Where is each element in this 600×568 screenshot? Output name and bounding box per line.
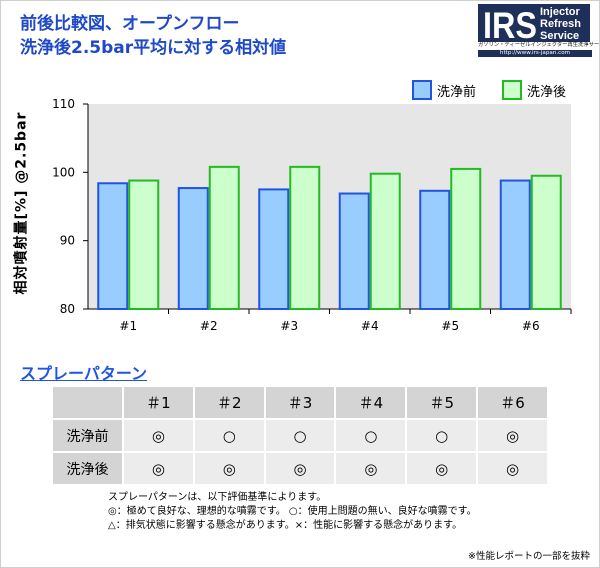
bar <box>128 179 160 310</box>
legend-swatch-before <box>412 80 432 100</box>
bar <box>499 179 531 310</box>
spray-mark: ◎ <box>122 451 195 486</box>
spray-mark: ◎ <box>263 451 337 486</box>
logo-mark: IRS <box>483 5 537 46</box>
spray-mark: ◎ <box>122 418 195 453</box>
plot-area <box>88 104 571 309</box>
chart-title-line1: 前後比較図、オープンフロー <box>20 14 240 34</box>
legend-item-before: 洗浄前 <box>412 79 476 101</box>
y-tick-label: 80 <box>60 302 75 316</box>
bar <box>530 174 562 310</box>
bar <box>208 165 240 310</box>
spray-col-header: ＃4 <box>334 385 408 420</box>
y-tick-label: 110 <box>52 97 75 111</box>
bar <box>338 192 370 310</box>
footnote: ※性能レポートの一部を抜粋 <box>468 551 590 562</box>
note-line: △：排気状態に影響する懸念があります。×：性能に影響する懸念があります。 <box>108 520 463 531</box>
spray-mark: ◎ <box>405 451 479 486</box>
chart-title-line2: 洗浄後2.5bar平均に対する相対値 <box>20 38 287 58</box>
y-tick-label: 90 <box>60 234 75 248</box>
logo-word-injector: Injector <box>540 6 580 18</box>
spray-col-header: ＃3 <box>263 385 337 420</box>
spray-header-row: ＃1 ＃2 ＃3 ＃4 ＃5 ＃6 <box>51 385 549 420</box>
logo-url: http://www.irs-japan.com <box>478 50 592 57</box>
spray-row-label: 洗浄後 <box>51 451 124 486</box>
logo-subtitle: ガソリン・ディーゼルインジェクター再生洗浄サービス <box>478 42 600 48</box>
evaluation-notes: スプレーパターンは、以下評価基準によります。 ◎：極めて良好な、理想的な噴霧です… <box>108 491 477 533</box>
legend-label-before: 洗浄前 <box>437 84 477 100</box>
x-tick-label: #2 <box>200 319 218 333</box>
bar-chart: 80 90 100 110 #1 #2 #3 #4 #5 #6 <box>52 97 572 333</box>
spray-row-after: 洗浄後 ◎ ◎ ◎ ◎ ◎ ◎ <box>51 451 549 486</box>
legend-label-after: 洗浄後 <box>527 84 567 100</box>
bar <box>289 165 321 310</box>
bar <box>258 188 290 311</box>
legend-swatch-after <box>502 80 522 100</box>
spray-mark: ○ <box>334 418 408 453</box>
note-line: ◎：極めて良好な、理想的な噴霧です。 ○：使用上問題の無い、良好な噴霧です。 <box>108 506 477 517</box>
spray-mark: ◎ <box>334 451 408 486</box>
bar <box>177 187 209 310</box>
spray-corner-cell <box>51 385 124 420</box>
spray-mark: ◎ <box>192 451 266 486</box>
y-tick-label: 100 <box>52 165 75 179</box>
logo-background <box>478 4 590 42</box>
x-tick-label: #1 <box>119 319 137 333</box>
spray-section-title: スプレーパターン <box>20 364 148 383</box>
x-tick-label: #4 <box>361 319 379 333</box>
spray-col-header: ＃2 <box>192 385 266 420</box>
spray-mark: ◎ <box>476 451 549 486</box>
bar <box>369 172 401 310</box>
spray-mark: ○ <box>192 418 266 453</box>
bar <box>450 167 482 310</box>
spray-mark: ○ <box>263 418 337 453</box>
x-tick-label: #3 <box>280 319 298 333</box>
spray-mark: ○ <box>405 418 479 453</box>
spray-row-before: 洗浄前 ◎ ○ ○ ○ ○ ◎ <box>51 418 549 453</box>
spray-mark: ◎ <box>476 418 549 453</box>
legend-item-after: 洗浄後 <box>502 79 566 101</box>
spray-col-header: ＃1 <box>122 385 195 420</box>
spray-pattern-table: ＃1 ＃2 ＃3 ＃4 ＃5 ＃6 洗浄前 ◎ ○ ○ ○ ○ ◎ 洗浄後 ◎ … <box>51 385 549 486</box>
bar <box>97 182 129 310</box>
bar <box>419 189 451 311</box>
note-line: スプレーパターンは、以下評価基準によります。 <box>108 492 327 503</box>
irs-logo: IRS Injector Refresh Service <box>478 4 590 46</box>
spray-col-header: ＃5 <box>405 385 479 420</box>
x-tick-label: #5 <box>441 319 459 333</box>
spray-col-header: ＃6 <box>476 385 549 420</box>
logo-word-refresh: Refresh <box>540 18 581 30</box>
spray-row-label: 洗浄前 <box>51 418 124 453</box>
x-tick-label: #6 <box>522 319 540 333</box>
logo-word-service: Service <box>540 30 579 42</box>
